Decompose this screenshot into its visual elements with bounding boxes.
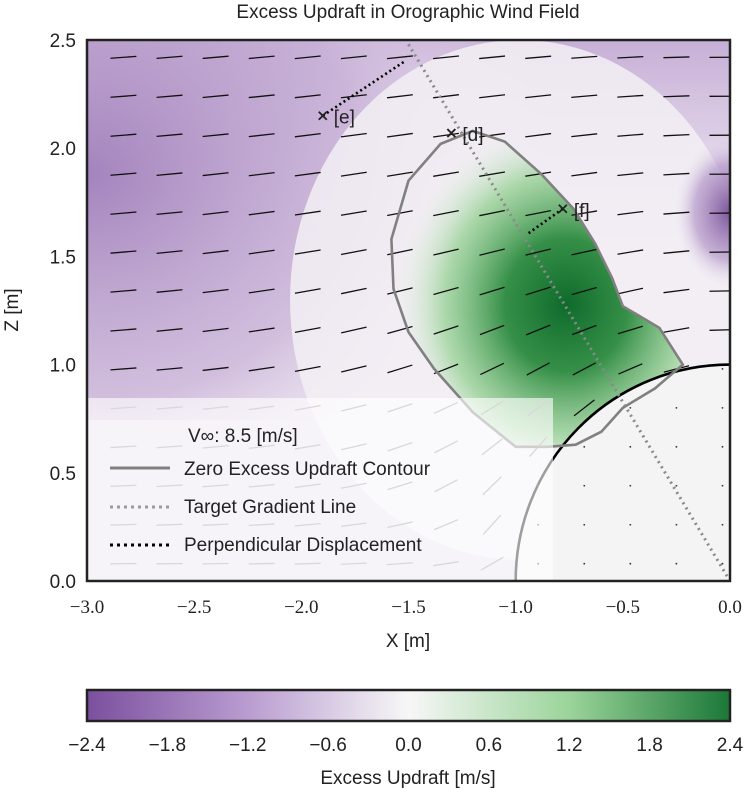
x-tick-label: −3.0 bbox=[70, 597, 104, 618]
colorbar-tick-label: 1.8 bbox=[636, 735, 662, 756]
x-axis-ticks: −3.0 −2.5 −2.0 −1.5 −1.0 −0.5 0.0 bbox=[70, 597, 742, 618]
marker-label: [e] bbox=[334, 108, 355, 129]
x-tick-label: −2.5 bbox=[177, 597, 211, 618]
x-tick-label: −2.0 bbox=[284, 597, 318, 618]
legend-entry-contour: Zero Excess Updraft Contour bbox=[184, 459, 431, 480]
x-tick-label: 0.0 bbox=[718, 597, 742, 618]
y-tick-label: 2.5 bbox=[50, 31, 76, 52]
wind-vector bbox=[663, 57, 689, 58]
colorbar-tick-label: −0.6 bbox=[309, 735, 347, 756]
x-tick-label: −1.0 bbox=[498, 597, 532, 618]
y-axis-ticks: 0.0 0.5 1.0 1.5 2.0 2.5 bbox=[50, 31, 76, 593]
hill-dot bbox=[722, 485, 724, 487]
marker-label: [f] bbox=[574, 201, 590, 222]
hill-dot bbox=[676, 446, 678, 448]
hill-dot bbox=[629, 485, 631, 487]
x-tick-label: −0.5 bbox=[606, 597, 640, 618]
x-axis-label: X [m] bbox=[386, 631, 430, 652]
hill-dot bbox=[629, 524, 631, 526]
y-axis-label: Z [m] bbox=[2, 288, 23, 331]
colorbar-tick-label: −1.8 bbox=[149, 735, 187, 756]
hill-dot bbox=[583, 524, 585, 526]
hill-dot bbox=[676, 524, 678, 526]
y-tick-label: 0.0 bbox=[50, 572, 76, 593]
legend-wind-speed: V∞: 8.5 [m/s] bbox=[188, 426, 298, 447]
legend: V∞: 8.5 [m/s] Zero Excess Updraft Contou… bbox=[87, 398, 553, 581]
hill-dot bbox=[583, 446, 585, 448]
hill-dot bbox=[722, 368, 724, 370]
hill-dot bbox=[583, 485, 585, 487]
colorbar-label: Excess Updraft [m/s] bbox=[320, 768, 495, 789]
hill-dot bbox=[676, 485, 678, 487]
y-tick-label: 2.0 bbox=[50, 139, 76, 160]
x-tick-label: −1.5 bbox=[391, 597, 425, 618]
y-tick-label: 1.5 bbox=[50, 247, 76, 268]
colorbar-tick-label: 0.6 bbox=[476, 735, 502, 756]
chart-title: Excess Updraft in Orographic Wind Field bbox=[236, 2, 579, 23]
hill-dot bbox=[629, 407, 631, 409]
legend-entry-gradient-line: Target Gradient Line bbox=[184, 497, 356, 518]
colorbar: −2.4 −1.8 −1.2 −0.6 0.0 0.6 1.2 1.8 2.4 Excess U… bbox=[68, 690, 743, 789]
hill-dot bbox=[676, 407, 678, 409]
colorbar-tick-label: 1.2 bbox=[556, 735, 582, 756]
wind-vector bbox=[710, 330, 736, 331]
colorbar-tick-label: 2.4 bbox=[717, 735, 744, 756]
hill-dot bbox=[629, 446, 631, 448]
legend-entry-displacement: Perpendicular Displacement bbox=[184, 535, 422, 556]
colorbar-gradient bbox=[87, 690, 730, 721]
hill-dot bbox=[722, 407, 724, 409]
colorbar-ticks: −2.4 −1.8 −1.2 −0.6 0.0 0.6 1.2 1.8 2.4 bbox=[68, 735, 743, 756]
colorbar-tick-label: −2.4 bbox=[68, 735, 106, 756]
colorbar-tick-label: −1.2 bbox=[229, 735, 267, 756]
hill-dot bbox=[629, 563, 631, 565]
hill-dot bbox=[676, 563, 678, 565]
y-tick-label: 0.5 bbox=[50, 464, 76, 485]
marker-label: [d] bbox=[462, 125, 483, 146]
y-tick-label: 1.0 bbox=[50, 356, 76, 377]
hill-dot bbox=[722, 524, 724, 526]
hill-dot bbox=[722, 446, 724, 448]
colorbar-tick-label: 0.0 bbox=[395, 735, 421, 756]
hill-dot bbox=[722, 563, 724, 565]
hill-dot bbox=[583, 563, 585, 565]
